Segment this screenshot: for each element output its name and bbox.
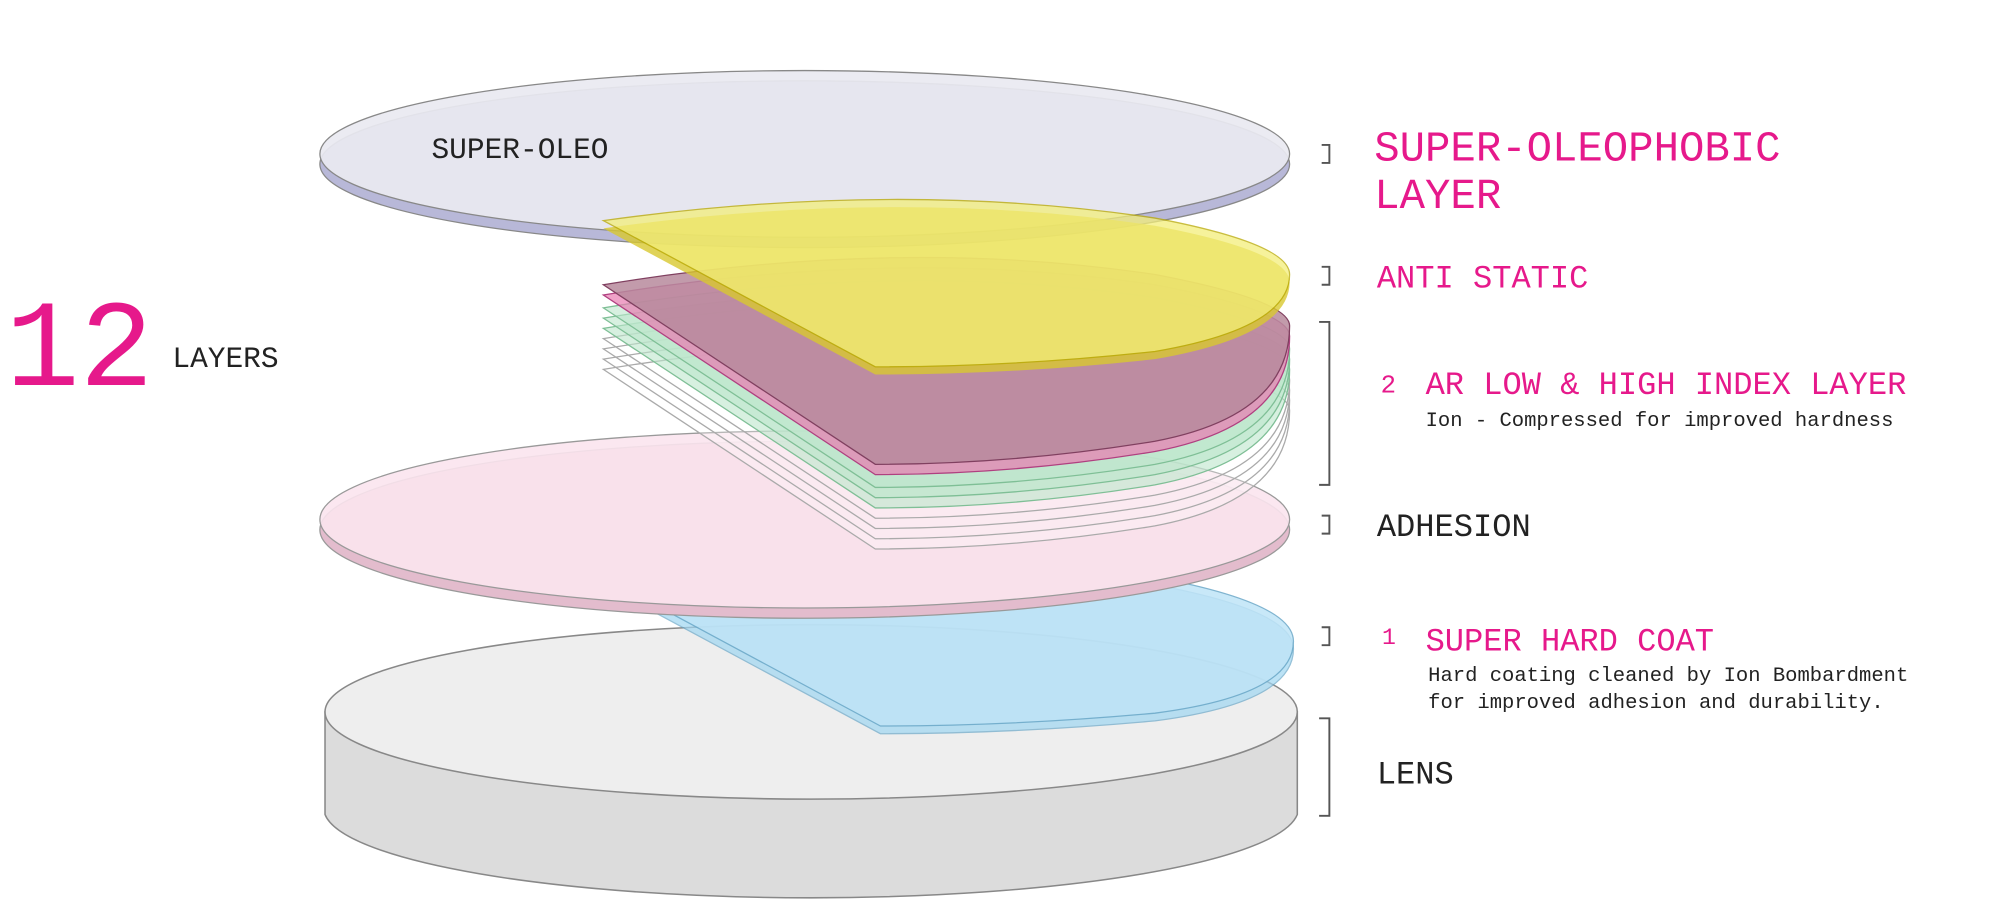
layer-number: 2 <box>1381 372 1396 401</box>
anti-static-layer <box>601 198 1291 375</box>
layer-title: LAYER <box>1374 173 1501 221</box>
layer-count: 12 <box>6 282 154 422</box>
layer-description: for improved adhesion and durability. <box>1428 692 1884 715</box>
layer-title: AR LOW & HIGH INDEX LAYER <box>1426 367 1907 404</box>
layer-title: ADHESION <box>1377 509 1531 546</box>
layer-number: 1 <box>1382 625 1396 651</box>
layer-title: SUPER HARD COAT <box>1426 623 1714 660</box>
layer-title: LENS <box>1377 757 1454 794</box>
layer-count-unit: LAYERS <box>172 342 278 376</box>
disc-label: SUPER-OLEO <box>431 133 608 167</box>
layer-description: Hard coating cleaned by Ion Bombardment <box>1428 665 1908 688</box>
brackets <box>1319 143 1331 817</box>
layer-description: Ion - Compressed for improved hardness <box>1426 410 1894 433</box>
layer-title: ANTI STATIC <box>1377 260 1589 297</box>
layer-title: SUPER-OLEOPHOBIC <box>1374 125 1780 173</box>
